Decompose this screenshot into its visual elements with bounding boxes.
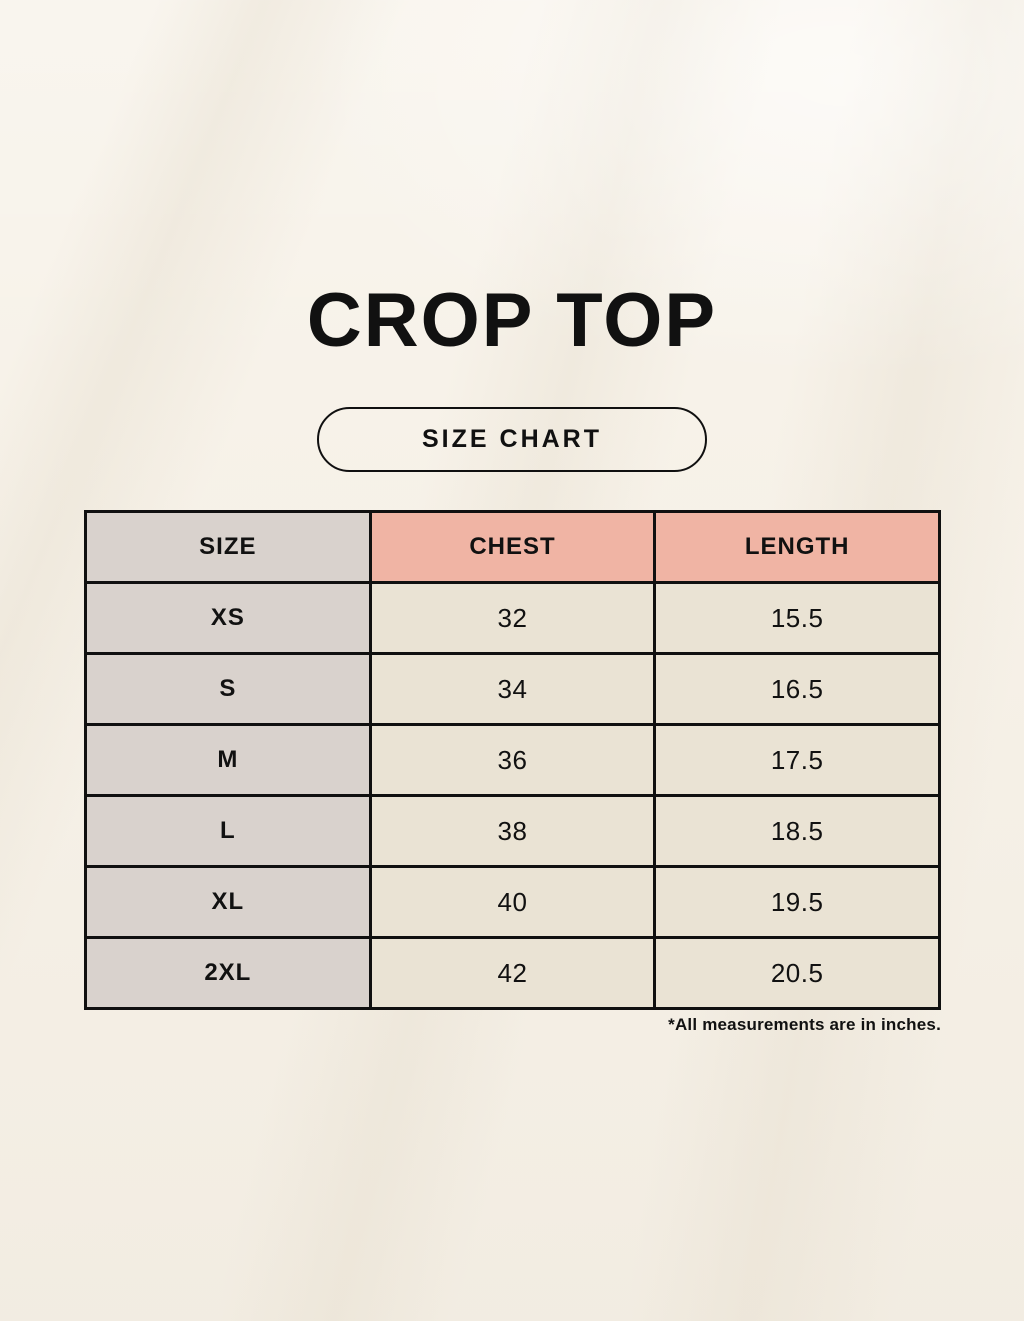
size-chart-button[interactable]: SIZE CHART xyxy=(317,407,707,472)
table-row: M 36 17.5 xyxy=(84,723,941,797)
page-title: CROP TOP xyxy=(306,278,718,363)
chest-cell: 34 xyxy=(368,652,657,726)
column-header-size: SIZE xyxy=(84,510,372,584)
size-chart-button-label: SIZE CHART xyxy=(422,425,602,453)
chest-cell: 36 xyxy=(368,723,657,797)
size-cell: XS xyxy=(84,581,372,655)
size-cell: 2XL xyxy=(84,936,372,1010)
length-cell: 15.5 xyxy=(653,581,941,655)
table-row: XL 40 19.5 xyxy=(84,865,941,939)
chest-cell: 38 xyxy=(368,794,657,868)
chest-cell: 32 xyxy=(368,581,657,655)
size-cell: XL xyxy=(84,865,372,939)
length-cell: 20.5 xyxy=(653,936,941,1010)
size-chart-table: SIZE CHEST LENGTH XS 32 15.5 S 34 16.5 M… xyxy=(84,510,941,1010)
table-row: S 34 16.5 xyxy=(84,652,941,726)
length-cell: 19.5 xyxy=(653,865,941,939)
chest-cell: 42 xyxy=(368,936,657,1010)
table-row: 2XL 42 20.5 xyxy=(84,936,941,1010)
chest-cell: 40 xyxy=(368,865,657,939)
size-cell: S xyxy=(84,652,372,726)
length-cell: 18.5 xyxy=(653,794,941,868)
table-header-row: SIZE CHEST LENGTH xyxy=(84,510,941,584)
column-header-length: LENGTH xyxy=(653,510,941,584)
column-header-chest: CHEST xyxy=(368,510,657,584)
size-cell: M xyxy=(84,723,372,797)
length-cell: 16.5 xyxy=(653,652,941,726)
size-cell: L xyxy=(84,794,372,868)
length-cell: 17.5 xyxy=(653,723,941,797)
measurements-footnote: *All measurements are in inches. xyxy=(668,1015,941,1034)
table-row: XS 32 15.5 xyxy=(84,581,941,655)
table-row: L 38 18.5 xyxy=(84,794,941,868)
